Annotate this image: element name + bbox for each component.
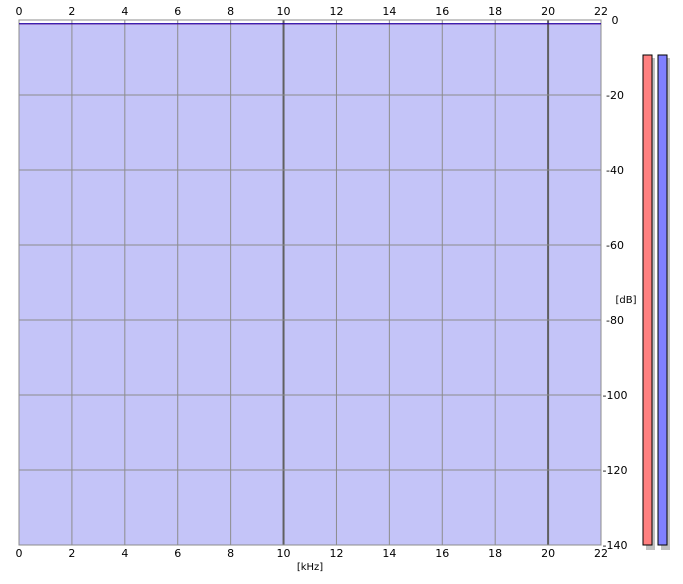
y-tick--60: -60 [606,239,624,252]
level-meters [642,54,670,550]
x-tick-bottom-12: 12 [329,547,343,560]
x-tick-top-10: 10 [277,5,291,18]
x-tick-top-6: 6 [174,5,181,18]
y-tick--140: -140 [603,539,628,552]
x-tick-top-16: 16 [435,5,449,18]
x-tick-bottom-0: 0 [16,547,23,560]
x-tick-bottom-4: 4 [121,547,128,560]
y-tick--100: -100 [603,389,628,402]
x-tick-top-0: 0 [16,5,23,18]
y-tick--120: -120 [603,464,628,477]
meter-left [642,54,653,546]
x-tick-bottom-6: 6 [174,547,181,560]
x-tick-top-20: 20 [541,5,555,18]
x-tick-top-22: 22 [594,5,608,18]
x-tick-bottom-16: 16 [435,547,449,560]
x-axis-top: 0 2 4 6 8 10 12 14 16 18 20 22 [16,5,609,18]
y-tick--40: -40 [606,164,624,177]
x-tick-bottom-2: 2 [68,547,75,560]
x-tick-bottom-20: 20 [541,547,555,560]
y-tick-0: 0 [612,14,619,27]
y-axis-right: 0 -20 -40 -60 -80 -100 -120 -140 [603,14,628,552]
x-axis-bottom: 0 2 4 6 8 10 12 14 16 18 20 22 [16,547,609,560]
x-tick-top-4: 4 [121,5,128,18]
x-tick-top-18: 18 [488,5,502,18]
x-tick-top-2: 2 [68,5,75,18]
x-axis-label: [kHz] [297,562,323,573]
x-tick-bottom-22: 22 [594,547,608,560]
y-tick--20: -20 [606,89,624,102]
grid-layer [18,19,602,546]
meter-right [657,54,668,546]
spectrum-fill-layer [19,23,601,546]
x-tick-top-8: 8 [227,5,234,18]
x-tick-top-14: 14 [382,5,396,18]
x-tick-bottom-18: 18 [488,547,502,560]
x-tick-bottom-10: 10 [277,547,291,560]
x-tick-bottom-14: 14 [382,547,396,560]
y-tick--80: -80 [606,314,624,327]
spectrum-fill-area [19,23,601,546]
x-tick-bottom-8: 8 [227,547,234,560]
x-tick-top-12: 12 [329,5,343,18]
y-axis-label: [dB] [615,295,636,306]
